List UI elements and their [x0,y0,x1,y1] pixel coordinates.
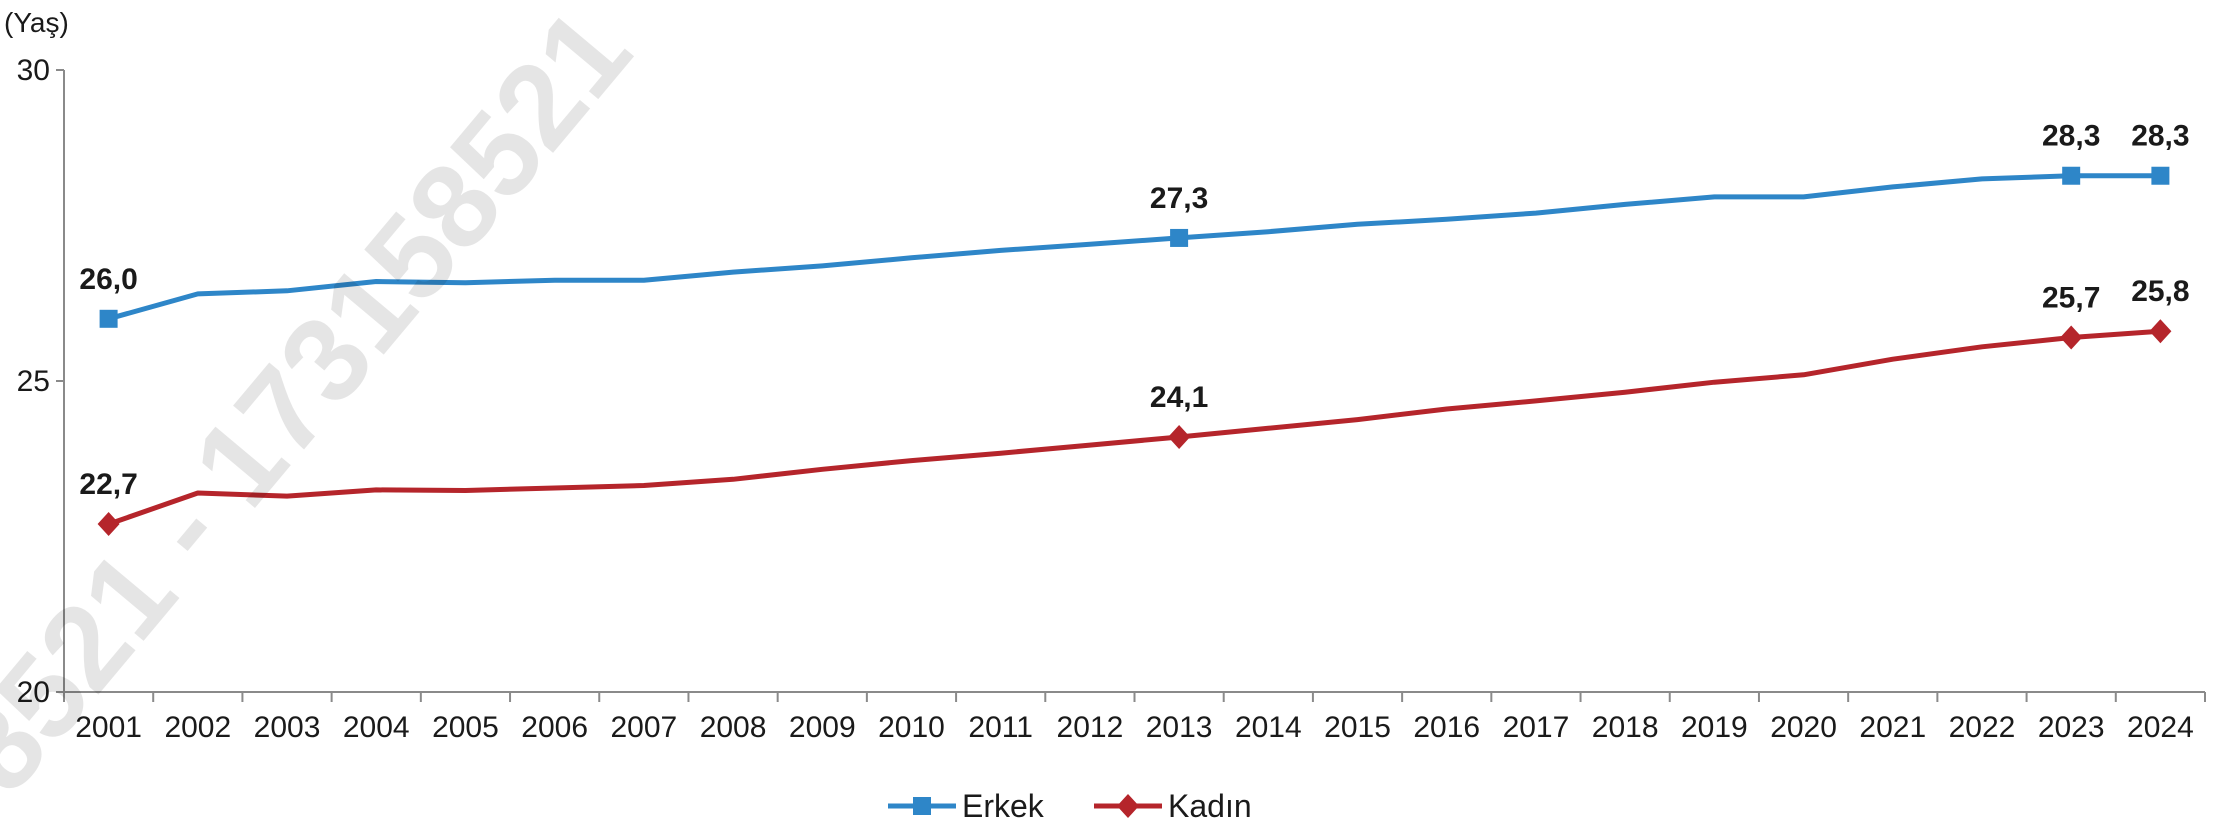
x-tick-label: 2017 [1503,711,1570,744]
data-label: 25,8 [2131,275,2189,308]
axis-ticks: 20 25 30 2001 2002 2003 2004 2005 2006 2007 2008 20… [17,54,2206,744]
x-tick-label: 2011 [968,711,1033,744]
legend-label: Erkek [962,788,1045,824]
watermark-text: 8521 - 173158521 [0,0,656,817]
x-tick-label: 2023 [2038,711,2105,744]
y-tick-label: 20 [17,676,50,709]
data-point-marker [2060,325,2083,350]
data-point-marker [2151,166,2170,185]
data-point-marker [1170,228,1189,247]
x-tick-label: 2001 [75,711,142,744]
legend: Erkek Kadın [888,788,1252,824]
data-label: 28,3 [2042,120,2100,153]
y-tick-label: 25 [17,365,50,398]
x-tick-label: 2021 [1859,711,1926,744]
data-label: 27,3 [1150,182,1208,215]
x-tick-label: 2006 [521,711,588,744]
x-tick-label: 2007 [610,711,677,744]
x-tick-label: 2015 [1324,711,1391,744]
data-label: 28,3 [2131,120,2189,153]
series-layer [97,166,2172,537]
x-tick-label: 2022 [1949,711,2016,744]
x-tick-label: 2013 [1146,711,1213,744]
x-tick-label: 2014 [1235,711,1302,744]
series-line-erkek [107,173,2161,322]
x-tick-label: 2016 [1413,711,1480,744]
y-axis-unit-label: (Yaş) [4,7,69,38]
data-point-marker [2149,319,2172,344]
data-point-marker [1168,424,1191,449]
legend-marker [1117,794,1139,818]
data-point-marker [97,512,120,537]
data-label: 22,7 [79,468,137,501]
series-line-kadn [107,328,2161,527]
y-tick-label: 30 [17,54,50,87]
x-tick-label: 2019 [1681,711,1748,744]
legend-label: Kadın [1168,788,1252,824]
x-tick-label: 2018 [1592,711,1659,744]
data-point-marker [99,309,118,328]
x-tick-label: 2009 [789,711,856,744]
x-tick-label: 2010 [878,711,945,744]
data-label: 25,7 [2042,281,2100,314]
data-point-marker [2062,166,2081,185]
x-tick-label: 2024 [2127,711,2194,744]
data-label: 24,1 [1150,381,1208,414]
x-tick-label: 2012 [1057,711,1124,744]
x-tick-label: 2008 [700,711,767,744]
x-tick-label: 2002 [164,711,231,744]
x-tick-label: 2020 [1770,711,1837,744]
data-label: 26,0 [79,263,137,296]
data-labels: 26,0 27,3 28,3 28,3 22,7 24,1 25,7 25,8 [79,120,2189,501]
legend-marker [913,797,931,815]
x-tick-label: 2003 [254,711,321,744]
x-tick-label: 2005 [432,711,499,744]
x-tick-label: 2004 [343,711,410,744]
